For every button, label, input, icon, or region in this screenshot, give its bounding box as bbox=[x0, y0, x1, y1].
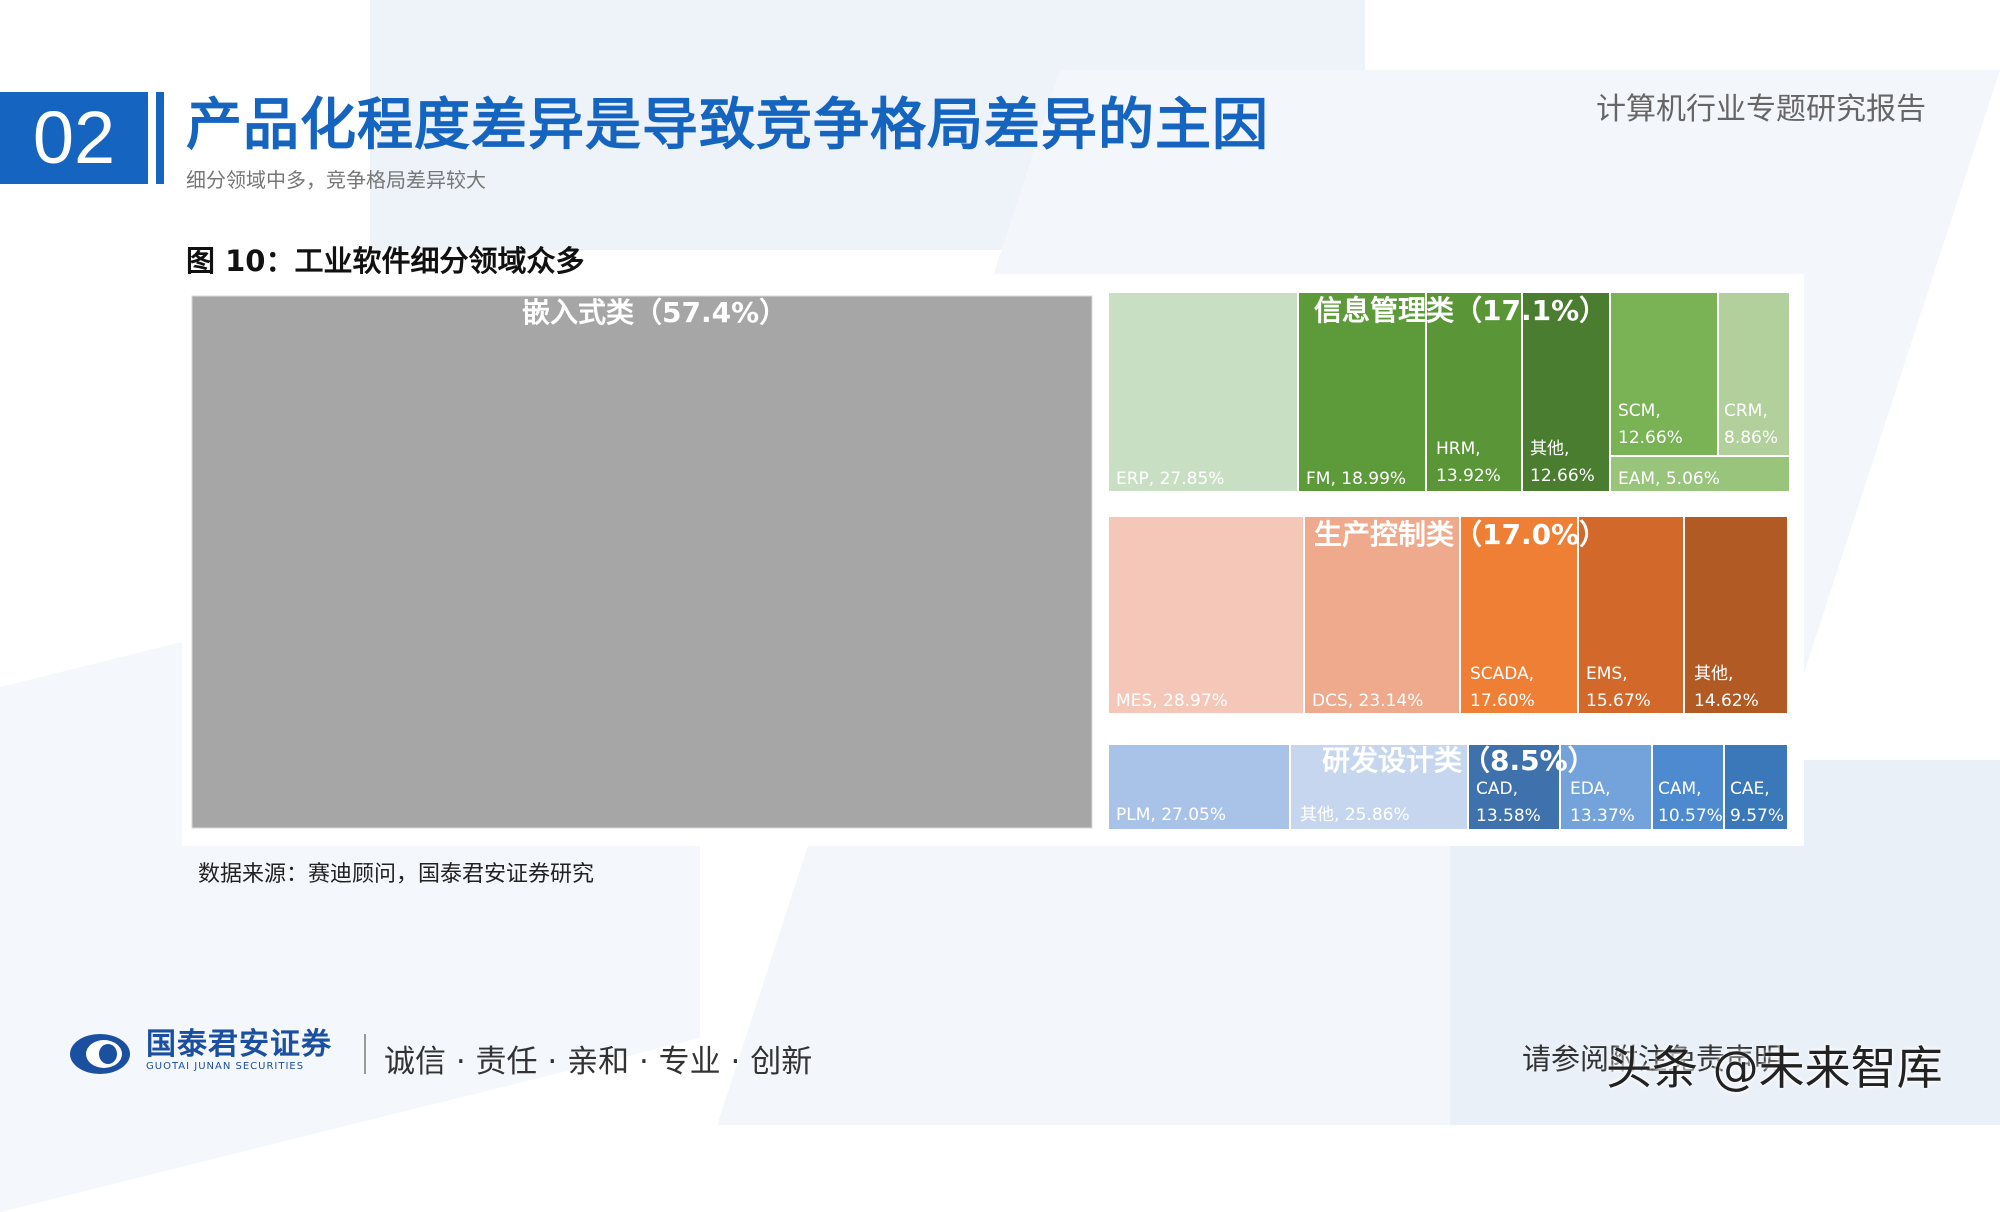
cell-label: MES, 28.97% bbox=[1116, 691, 1228, 711]
brand-logo-icon bbox=[70, 1034, 130, 1074]
group-label: 嵌入式类（57.4%） bbox=[522, 296, 787, 329]
cell-label: CAE, bbox=[1730, 779, 1770, 799]
treemap-cell bbox=[1521, 291, 1611, 493]
group-label: 研发设计类（8.5%） bbox=[1322, 744, 1596, 777]
cell-label: 17.60% bbox=[1470, 691, 1535, 711]
footer-disclaimer: 请参阅附注免责声明 bbox=[1522, 1042, 1784, 1076]
cell-label: 13.92% bbox=[1436, 466, 1501, 486]
treemap-cell bbox=[1723, 743, 1789, 831]
watermark: 头条 @未来智库 bbox=[1606, 1041, 1943, 1095]
treemap-cell bbox=[1303, 515, 1461, 715]
cell-label: 13.58% bbox=[1476, 806, 1541, 826]
cell-label: EMS, bbox=[1586, 664, 1628, 684]
cell-label: 12.66% bbox=[1530, 466, 1595, 486]
footer-divider bbox=[364, 1034, 366, 1074]
cell-label: EAM, 5.06% bbox=[1618, 469, 1720, 489]
page-title: 产品化程度差异是导致竞争格局差异的主因 bbox=[186, 93, 1269, 158]
brand-name-en: GUOTAI JUNAN SECURITIES bbox=[146, 1061, 305, 1072]
treemap-cell bbox=[1107, 291, 1299, 493]
cell-label: 其他, bbox=[1694, 664, 1733, 684]
cell-label: FM, 18.99% bbox=[1306, 469, 1406, 489]
cell-label: 14.62% bbox=[1694, 691, 1759, 711]
treemap-cell bbox=[1683, 515, 1789, 715]
treemap-cell bbox=[1609, 455, 1791, 493]
cell-label: 9.57% bbox=[1730, 806, 1784, 826]
group-label: 生产控制类（17.0%） bbox=[1314, 518, 1607, 551]
section-number: 02 bbox=[0, 92, 148, 184]
section-divider bbox=[156, 92, 164, 184]
cell-label: SCADA, bbox=[1470, 664, 1534, 684]
cell-label: EDA, bbox=[1570, 779, 1611, 799]
cell-label: CRM, bbox=[1724, 401, 1768, 421]
cell-label: 其他, bbox=[1530, 439, 1569, 459]
cell-label: 12.66% bbox=[1618, 428, 1683, 448]
brand-name: 国泰君安证券 GUOTAI JUNAN SECURITIES bbox=[146, 1030, 332, 1072]
group-label: 信息管理类（17.1%） bbox=[1314, 294, 1607, 327]
chart-area: 嵌入式类（57.4%） ERP, 27.85% FM, 18.99% HRM, 13.9… bbox=[182, 274, 1804, 846]
cell-label: 其他, 25.86% bbox=[1300, 805, 1410, 825]
cell-label: DCS, 23.14% bbox=[1312, 691, 1423, 711]
report-tag: 计算机行业专题研究报告 bbox=[1596, 92, 1926, 127]
cell-label: 8.86% bbox=[1724, 428, 1778, 448]
treemap-chart: 嵌入式类（57.4%） ERP, 27.85% FM, 18.99% HRM, 13.9… bbox=[191, 291, 1791, 831]
cell-label: CAM, bbox=[1658, 779, 1702, 799]
figure-source: 数据来源：赛迪顾问，国泰君安证券研究 bbox=[198, 862, 595, 887]
treemap-cell bbox=[1425, 291, 1523, 493]
cell-label: ERP, 27.85% bbox=[1116, 469, 1224, 489]
figure-title: 图 10：工业软件细分领域众多 bbox=[186, 244, 585, 278]
cell-label: 13.37% bbox=[1570, 806, 1635, 826]
cell-label: SCM, bbox=[1618, 401, 1661, 421]
cell-label: HRM, bbox=[1436, 439, 1481, 459]
treemap-cell bbox=[1559, 743, 1653, 831]
footer-slogan: 诚信 · 责任 · 亲和 · 专业 · 创新 bbox=[384, 1044, 813, 1080]
treemap-cell bbox=[191, 295, 1093, 829]
brand-name-cn: 国泰君安证券 bbox=[146, 1027, 332, 1062]
cell-label: PLM, 27.05% bbox=[1116, 805, 1226, 825]
cell-label: 15.67% bbox=[1586, 691, 1651, 711]
treemap-cell bbox=[1107, 515, 1305, 715]
treemap-cell bbox=[1459, 515, 1579, 715]
treemap-cell bbox=[1577, 515, 1685, 715]
page-subtitle: 细分领域中多，竞争格局差异较大 bbox=[186, 168, 486, 192]
treemap-cell bbox=[1289, 743, 1469, 831]
treemap-cell bbox=[1107, 743, 1291, 831]
cell-label: CAD, bbox=[1476, 779, 1518, 799]
cell-label: 10.57% bbox=[1658, 806, 1723, 826]
